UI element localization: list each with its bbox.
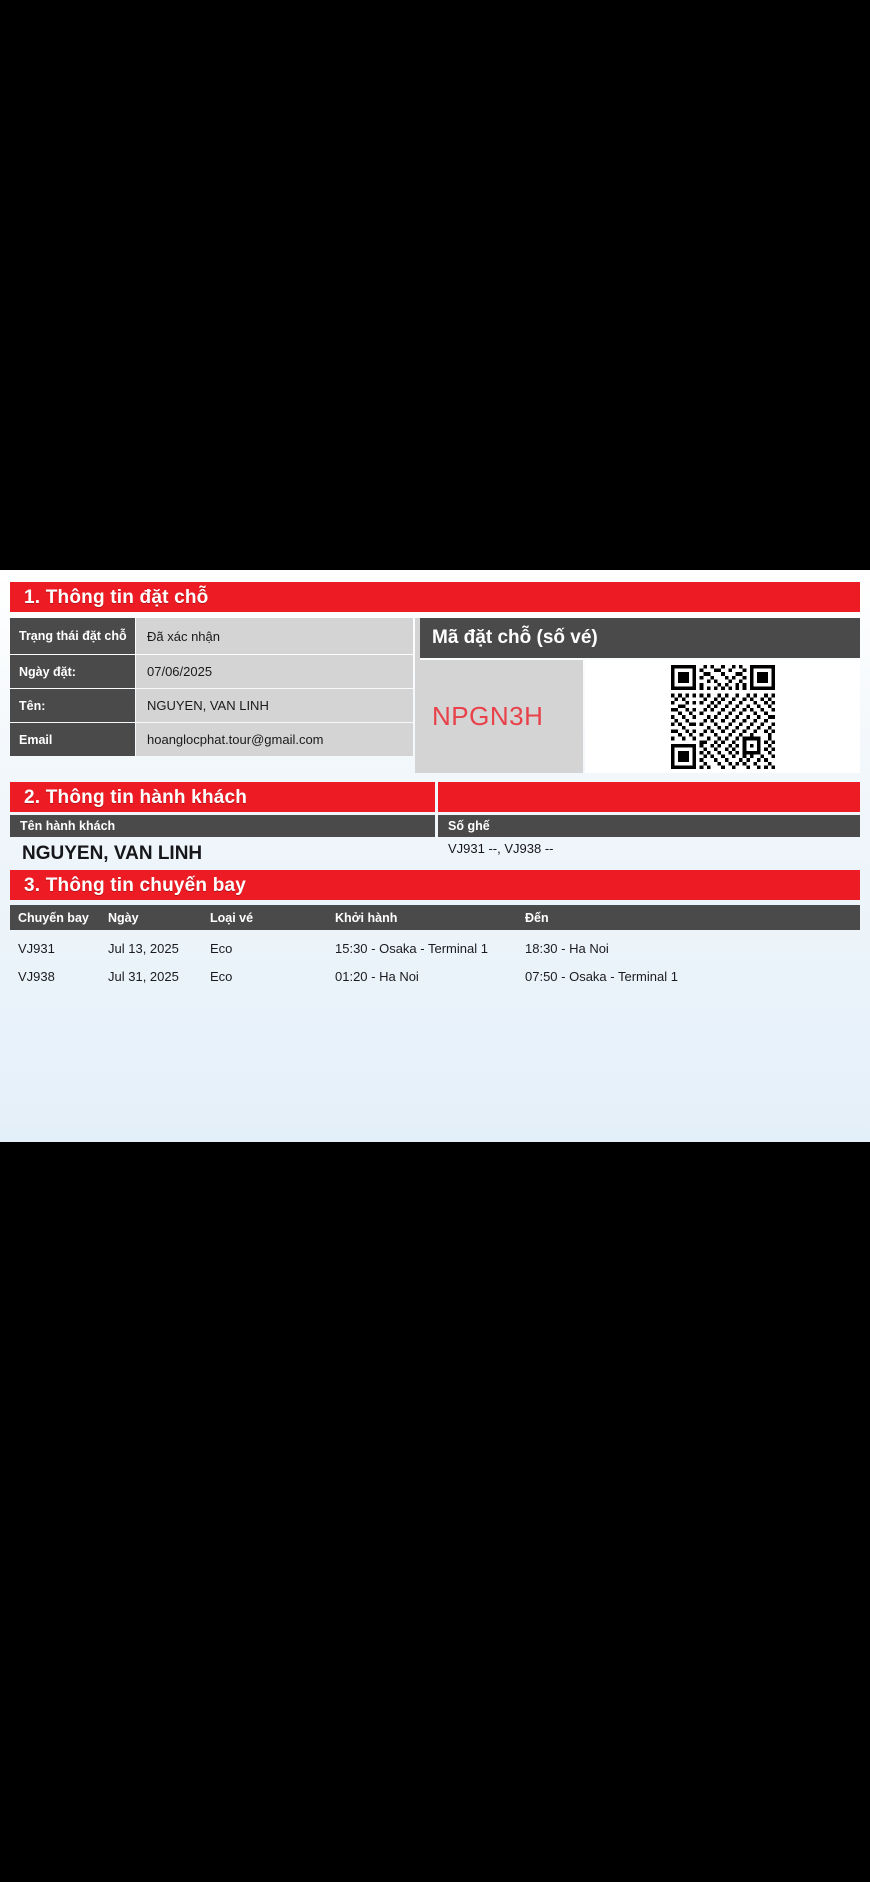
passenger-seats-value: VJ931 --, VJ938 -- (448, 840, 554, 856)
section-3-title-bar: 3. Thông tin chuyến bay (10, 870, 860, 900)
flight-fare-class: Eco (210, 940, 233, 956)
qr-code-panel (585, 660, 860, 773)
flight-departure: 01:20 - Ha Noi (335, 968, 419, 984)
flight-table-row: VJ938 Jul 31, 2025 Eco 01:20 - Ha Noi 07… (0, 962, 870, 990)
date-column-header: Ngày (108, 910, 139, 925)
flight-date: Jul 31, 2025 (108, 968, 179, 984)
passenger-name-value: NGUYEN, VAN LINH (22, 843, 203, 864)
pnr-block-left-filler (415, 618, 420, 773)
section-3-title: 3. Thông tin chuyến bay (24, 874, 247, 896)
flight-number: VJ931 (18, 940, 55, 956)
section-1-title: 1. Thông tin đặt chỗ (24, 586, 209, 608)
qr-code-icon (670, 664, 775, 769)
eticket-document: 1. Thông tin đặt chỗ Trạng thái đặt chỗ … (0, 570, 870, 1142)
departure-column-header: Khởi hành (335, 910, 398, 925)
pnr-header: Mã đặt chỗ (số vé) (420, 618, 860, 658)
flight-date: Jul 13, 2025 (108, 940, 179, 956)
section-1-title-bar: 1. Thông tin đặt chỗ (10, 582, 860, 612)
section-2-title-bar-right (438, 782, 860, 812)
booking-status-label: Trạng thái đặt chỗ (10, 618, 135, 654)
section-2-title: 2. Thông tin hành khách (24, 786, 248, 808)
flight-fare-class: Eco (210, 968, 233, 984)
flight-number: VJ938 (18, 968, 55, 984)
section-2-title-bar: 2. Thông tin hành khách (10, 782, 435, 812)
flight-departure: 15:30 - Osaka - Terminal 1 (335, 940, 488, 956)
pnr-code-panel: NPGN3H (420, 660, 583, 773)
booking-name-label: Tên: (10, 689, 135, 722)
booking-status-value: Đã xác nhận (136, 618, 413, 654)
booking-email-value: hoanglocphat.tour@gmail.com (136, 723, 413, 756)
booking-date-value: 07/06/2025 (136, 655, 413, 688)
booking-name-value: NGUYEN, VAN LINH (136, 689, 413, 722)
booking-email-label: Email (10, 723, 135, 756)
pnr-code-text: NPGN3H (432, 701, 544, 731)
flight-table-row: VJ931 Jul 13, 2025 Eco 15:30 - Osaka - T… (0, 934, 870, 962)
fare-column-header: Loại vé (210, 910, 254, 925)
booking-date-label: Ngày đặt: (10, 655, 135, 688)
flight-column-header: Chuyến bay (18, 910, 89, 925)
passenger-name-column-header: Tên hành khách (10, 815, 435, 837)
flight-arrival: 07:50 - Osaka - Terminal 1 (525, 968, 678, 984)
flight-arrival: 18:30 - Ha Noi (525, 940, 609, 956)
flight-table-header: Chuyến bay Ngày Loại vé Khởi hành Đến (10, 905, 860, 930)
seat-number-column-header: Số ghế (438, 815, 860, 837)
arrival-column-header: Đến (525, 910, 549, 925)
